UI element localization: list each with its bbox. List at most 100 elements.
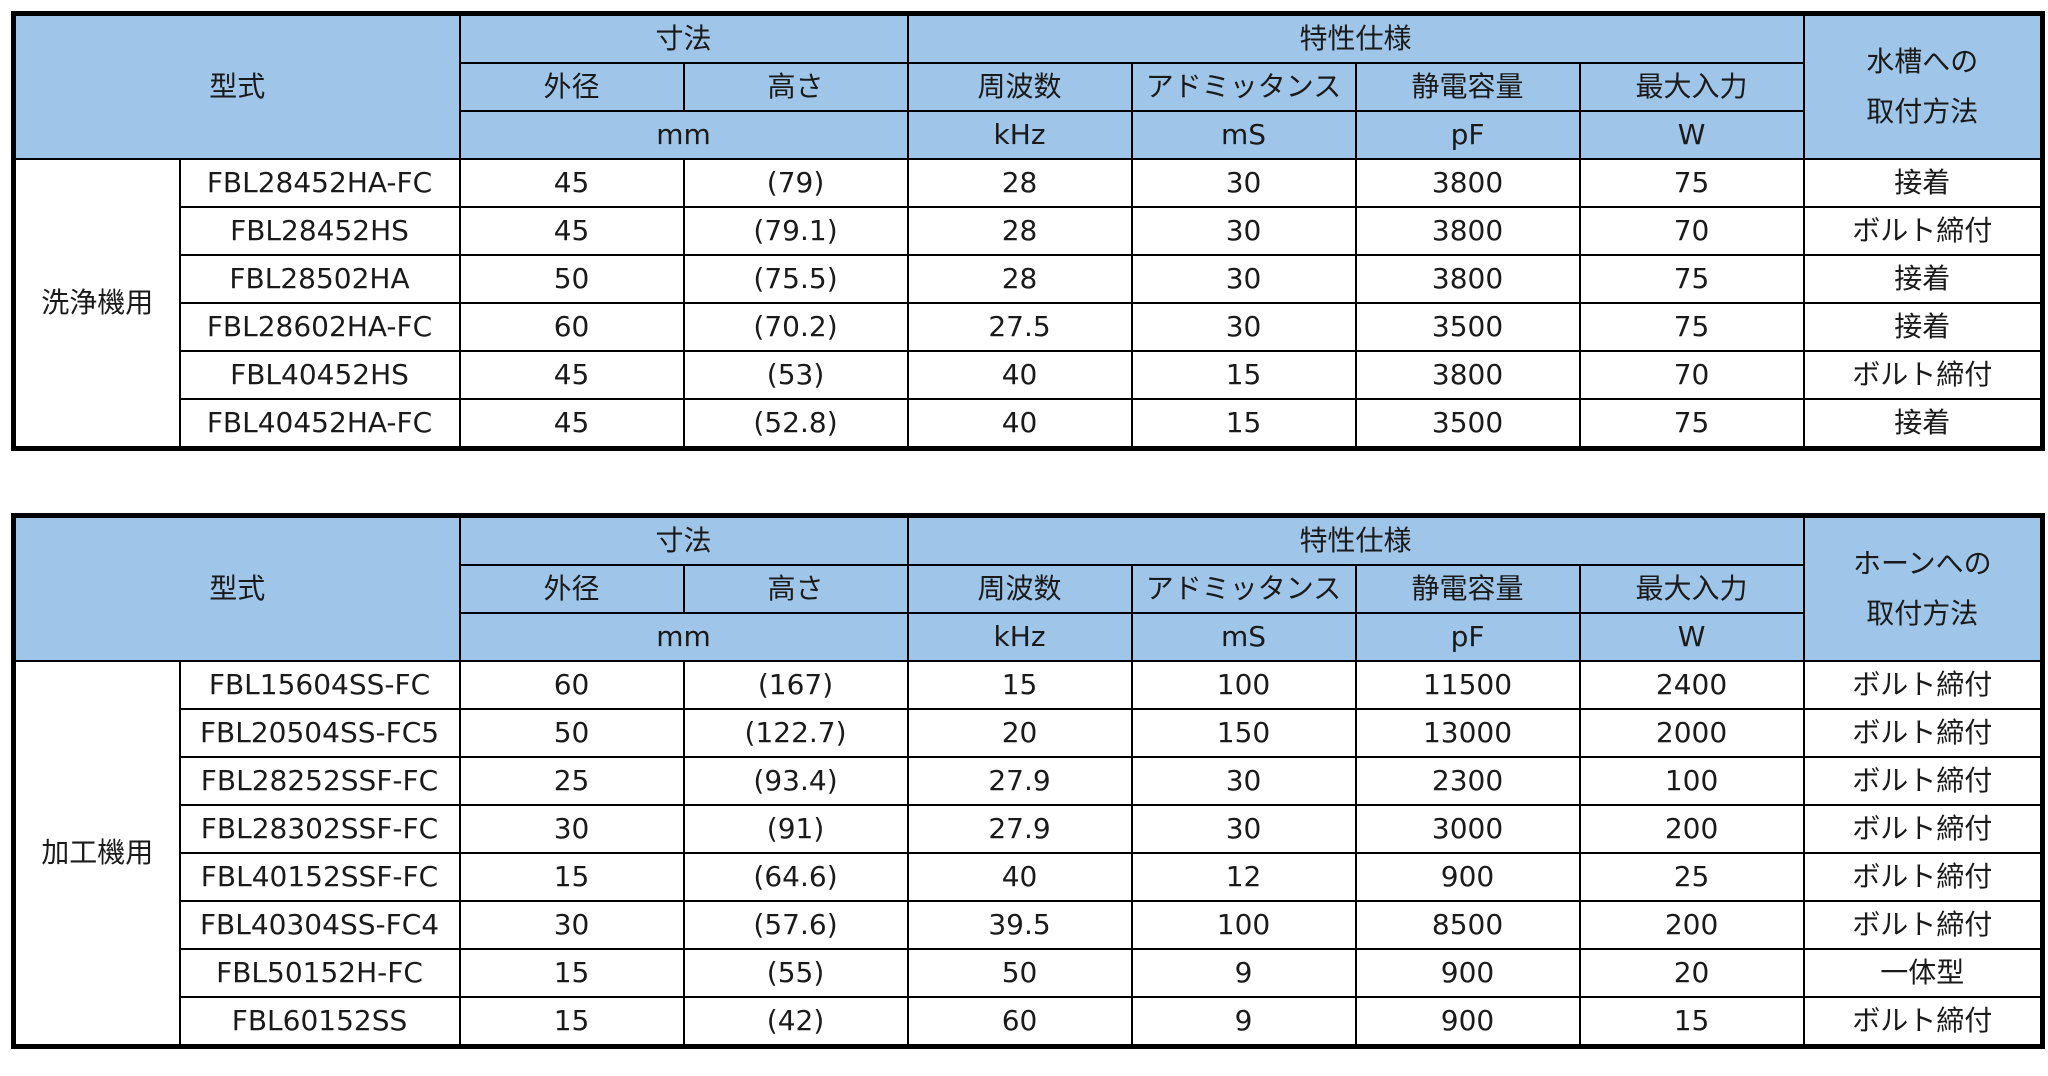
max-input-cell: 75 bbox=[1578, 398, 1805, 450]
frequency-cell: 20 bbox=[906, 708, 1133, 758]
height-cell: (91) bbox=[682, 804, 909, 854]
model-cell: FBL28452HA-FC bbox=[178, 158, 461, 208]
mount-cell: 接着 bbox=[1802, 302, 2044, 352]
model-cell: FBL28502HA bbox=[178, 254, 461, 304]
admittance-cell: 9 bbox=[1130, 996, 1357, 1048]
height-cell: (42) bbox=[682, 996, 909, 1048]
max-input-cell: 200 bbox=[1578, 900, 1805, 950]
height-cell: (70.2) bbox=[682, 302, 909, 352]
unit-khz: kHz bbox=[906, 110, 1133, 160]
frequency-cell: 40 bbox=[906, 852, 1133, 902]
frequency-cell: 40 bbox=[906, 398, 1133, 450]
max-input-cell: 15 bbox=[1578, 996, 1805, 1048]
unit-pf: pF bbox=[1354, 612, 1581, 662]
diameter-cell: 60 bbox=[458, 660, 685, 710]
table-row: 洗浄機用 FBL28452HA-FC 45 (79) 28 30 3800 75… bbox=[12, 158, 2044, 450]
admittance-cell: 30 bbox=[1130, 804, 1357, 854]
model-cell: FBL20504SS-FC5 bbox=[178, 708, 461, 758]
model-cell: FBL60152SS bbox=[178, 996, 461, 1048]
mount-cell: ボルト締付 bbox=[1802, 804, 2044, 854]
mount-method-header: ホーンへの 取付方法 bbox=[1802, 514, 2044, 662]
table-row: FBL28302SSF-FC 30 (91) 27.9 30 3000 200 … bbox=[14, 804, 2044, 854]
capacitance-cell: 900 bbox=[1354, 948, 1581, 998]
diameter-cell: 45 bbox=[458, 158, 685, 208]
model-cell: FBL28602HA-FC bbox=[178, 302, 461, 352]
frequency-header: 周波数 bbox=[906, 564, 1133, 614]
admittance-header: アドミッタンス bbox=[1130, 564, 1357, 614]
mount-cell: 接着 bbox=[1802, 158, 2044, 208]
outer-diameter-header: 外径 bbox=[458, 62, 685, 112]
max-input-cell: 20 bbox=[1578, 948, 1805, 998]
admittance-cell: 150 bbox=[1130, 708, 1357, 758]
capacitance-cell: 13000 bbox=[1354, 708, 1581, 758]
mount-cell: ボルト締付 bbox=[1802, 996, 2044, 1048]
cleaning-spec-table: 型式 寸法 特性仕様 水槽への 取付方法 外径 高さ 周波数 アドミッタンス 静… bbox=[11, 11, 2046, 451]
height-cell: (93.4) bbox=[682, 756, 909, 806]
frequency-cell: 60 bbox=[906, 996, 1133, 1048]
admittance-cell: 9 bbox=[1130, 948, 1357, 998]
height-cell: (122.7) bbox=[682, 708, 909, 758]
table-row: FBL28452HS 45 (79.1) 28 30 3800 70 ボルト締付 bbox=[14, 206, 2044, 256]
capacitance-cell: 11500 bbox=[1354, 660, 1581, 710]
unit-ms: mS bbox=[1130, 110, 1357, 160]
mount-method-header-line2: 取付方法 bbox=[1866, 95, 1979, 128]
admittance-cell: 12 bbox=[1130, 852, 1357, 902]
category-label: 加工機用 bbox=[12, 660, 181, 1048]
outer-diameter-header: 外径 bbox=[458, 564, 685, 614]
characteristics-header: 特性仕様 bbox=[906, 12, 1805, 64]
model-cell: FBL28452HS bbox=[178, 206, 461, 256]
frequency-cell: 15 bbox=[906, 660, 1133, 710]
capacitance-cell: 3800 bbox=[1354, 254, 1581, 304]
admittance-cell: 30 bbox=[1130, 302, 1357, 352]
height-cell: (55) bbox=[682, 948, 909, 998]
mount-cell: ボルト締付 bbox=[1802, 900, 2044, 950]
admittance-cell: 100 bbox=[1130, 900, 1357, 950]
unit-w: W bbox=[1578, 612, 1805, 662]
admittance-cell: 15 bbox=[1130, 350, 1357, 400]
admittance-cell: 30 bbox=[1130, 206, 1357, 256]
capacitance-header: 静電容量 bbox=[1354, 62, 1581, 112]
max-input-cell: 70 bbox=[1578, 350, 1805, 400]
model-cell: FBL50152H-FC bbox=[178, 948, 461, 998]
table-row: FBL28252SSF-FC 25 (93.4) 27.9 30 2300 10… bbox=[14, 756, 2044, 806]
mount-method-header-line1: ホーンへの bbox=[1852, 547, 1992, 580]
admittance-cell: 30 bbox=[1130, 254, 1357, 304]
table-row: FBL60152SS 15 (42) 60 9 900 15 ボルト締付 bbox=[14, 996, 2044, 1048]
mount-cell: ボルト締付 bbox=[1802, 660, 2044, 710]
admittance-cell: 15 bbox=[1130, 398, 1357, 450]
diameter-cell: 25 bbox=[458, 756, 685, 806]
table-row: FBL40452HS 45 (53) 40 15 3800 70 ボルト締付 bbox=[14, 350, 2044, 400]
max-input-cell: 200 bbox=[1578, 804, 1805, 854]
model-cell: FBL40152SSF-FC bbox=[178, 852, 461, 902]
frequency-cell: 28 bbox=[906, 254, 1133, 304]
frequency-cell: 27.5 bbox=[906, 302, 1133, 352]
mount-cell: ボルト締付 bbox=[1802, 756, 2044, 806]
mount-cell: ボルト締付 bbox=[1802, 350, 2044, 400]
model-header: 型式 bbox=[12, 12, 461, 160]
diameter-cell: 45 bbox=[458, 206, 685, 256]
mount-method-header-line2: 取付方法 bbox=[1866, 597, 1979, 630]
mount-cell: 接着 bbox=[1802, 254, 2044, 304]
unit-mm: mm bbox=[458, 110, 909, 160]
unit-ms: mS bbox=[1130, 612, 1357, 662]
frequency-cell: 39.5 bbox=[906, 900, 1133, 950]
mount-cell: ボルト締付 bbox=[1802, 708, 2044, 758]
max-input-cell: 70 bbox=[1578, 206, 1805, 256]
characteristics-header: 特性仕様 bbox=[906, 514, 1805, 566]
diameter-cell: 50 bbox=[458, 254, 685, 304]
mount-cell: ボルト締付 bbox=[1802, 852, 2044, 902]
table-row: FBL40304SS-FC4 30 (57.6) 39.5 100 8500 2… bbox=[14, 900, 2044, 950]
table-row: FBL28602HA-FC 60 (70.2) 27.5 30 3500 75 … bbox=[14, 302, 2044, 352]
frequency-cell: 40 bbox=[906, 350, 1133, 400]
mount-cell: ボルト締付 bbox=[1802, 206, 2044, 256]
max-input-cell: 75 bbox=[1578, 158, 1805, 208]
model-cell: FBL28252SSF-FC bbox=[178, 756, 461, 806]
max-input-cell: 75 bbox=[1578, 254, 1805, 304]
capacitance-cell: 2300 bbox=[1354, 756, 1581, 806]
max-input-cell: 100 bbox=[1578, 756, 1805, 806]
diameter-cell: 45 bbox=[458, 350, 685, 400]
max-input-header: 最大入力 bbox=[1578, 564, 1805, 614]
unit-khz: kHz bbox=[906, 612, 1133, 662]
mount-method-header: 水槽への 取付方法 bbox=[1802, 12, 2044, 160]
max-input-cell: 2000 bbox=[1578, 708, 1805, 758]
